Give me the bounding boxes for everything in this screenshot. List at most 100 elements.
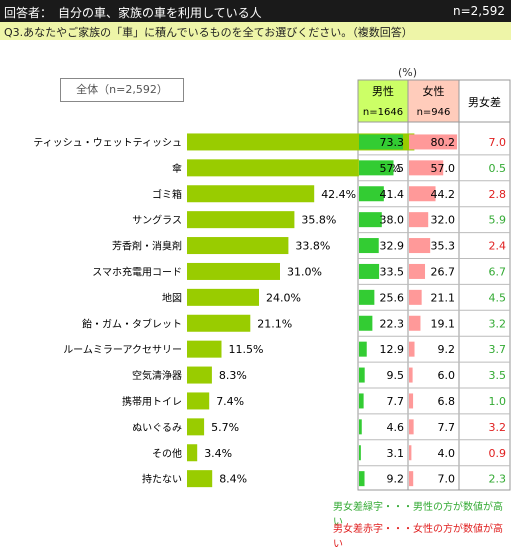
overall-value-label: 11.5% bbox=[229, 343, 264, 356]
male-value-label: 32.9 bbox=[380, 240, 405, 253]
male-bar bbox=[359, 212, 382, 228]
overall-bar bbox=[187, 418, 205, 436]
male-value-label: 22.3 bbox=[380, 317, 405, 330]
female-bar bbox=[409, 419, 414, 435]
category-label: 飴・ガム・タブレット bbox=[82, 317, 182, 330]
male-bar bbox=[359, 186, 384, 202]
male-bar bbox=[359, 367, 365, 383]
female-value-label: 35.3 bbox=[431, 240, 456, 253]
female-value-label: 6.8 bbox=[438, 395, 456, 408]
overall-bar bbox=[187, 470, 213, 488]
overall-bar bbox=[187, 444, 198, 462]
diff-value-label: 7.0 bbox=[489, 136, 507, 149]
female-bar bbox=[409, 393, 414, 409]
male-value-label: 9.2 bbox=[387, 473, 405, 486]
diff-value-label: 1.0 bbox=[489, 395, 507, 408]
female-bar bbox=[409, 445, 412, 461]
male-header-n: n=1646 bbox=[363, 107, 403, 118]
male-bar bbox=[359, 393, 364, 409]
female-bar bbox=[409, 134, 458, 150]
respondent-label: 回答者： 自分の車、家族の車を利用している人 bbox=[4, 6, 262, 20]
male-bar bbox=[359, 160, 394, 176]
category-label: ぬいぐるみ bbox=[132, 422, 182, 434]
category-label: 傘 bbox=[172, 163, 182, 175]
category-label: 芳香剤・消臭剤 bbox=[112, 240, 182, 253]
diff-value-label: 3.2 bbox=[489, 421, 507, 434]
diff-value-label: 2.8 bbox=[489, 188, 507, 201]
male-value-label: 7.7 bbox=[387, 395, 405, 408]
diff-value-label: 5.9 bbox=[489, 214, 507, 227]
male-header-title: 男性 bbox=[372, 84, 394, 98]
respondent-header: 回答者： 自分の車、家族の車を利用している人 n=2,592 bbox=[0, 0, 511, 22]
overall-value-label: 3.4% bbox=[204, 447, 232, 460]
diff-value-label: 2.4 bbox=[489, 240, 507, 253]
female-value-label: 7.7 bbox=[438, 421, 456, 434]
overall-bar bbox=[187, 366, 212, 384]
category-label: 携帯用トイレ bbox=[122, 395, 182, 408]
overall-value-label: 33.8% bbox=[295, 240, 330, 253]
female-bar bbox=[409, 186, 436, 202]
overall-value-label: 24.0% bbox=[266, 291, 301, 304]
table-frame bbox=[357, 121, 511, 491]
overall-value-label: 42.4% bbox=[321, 188, 356, 201]
male-bar bbox=[359, 263, 380, 279]
question-text: Q3.あなたやご家族の「車」に積んでいるものを全てお選びください。（複数回答） bbox=[4, 26, 413, 39]
female-header-n: n=946 bbox=[417, 107, 451, 118]
male-bar bbox=[359, 445, 361, 461]
overall-bar bbox=[187, 185, 315, 203]
unit-label: (%) bbox=[398, 66, 418, 79]
overall-bar bbox=[187, 237, 289, 255]
overall-value-label: 7.4% bbox=[216, 395, 244, 408]
female-bar bbox=[409, 315, 421, 331]
female-value-label: 57.0 bbox=[431, 162, 456, 175]
category-label: 持たない bbox=[142, 473, 182, 486]
diff-value-label: 0.5 bbox=[489, 162, 507, 175]
male-value-label: 4.6 bbox=[387, 421, 405, 434]
category-label: ゴミ箱 bbox=[152, 188, 182, 201]
female-header-title: 女性 bbox=[423, 84, 445, 98]
male-value-label: 73.3 bbox=[380, 136, 405, 149]
question-bar: Q3.あなたやご家族の「車」に積んでいるものを全てお選びください。（複数回答） bbox=[0, 22, 511, 40]
overall-value-label: 31.0% bbox=[287, 265, 322, 278]
male-value-label: 25.6 bbox=[380, 291, 405, 304]
category-label: ルームミラーアクセサリー bbox=[63, 344, 182, 356]
female-value-label: 4.0 bbox=[438, 447, 456, 460]
overall-value-label: 5.7% bbox=[211, 421, 239, 434]
female-value-label: 9.2 bbox=[438, 343, 456, 356]
overall-value-label: 8.4% bbox=[219, 473, 247, 486]
category-label: 空気清浄器 bbox=[132, 369, 182, 382]
footnote-green: 男女差緑字・・・男性の方が数値が高い bbox=[333, 502, 503, 528]
footnote-red: 男女差赤字・・・女性の方が数値が高い bbox=[333, 524, 503, 550]
category-label: その他 bbox=[152, 447, 182, 460]
female-bar bbox=[409, 471, 414, 487]
male-value-label: 3.1 bbox=[387, 447, 405, 460]
male-bar bbox=[359, 419, 362, 435]
overall-value-label: 21.1% bbox=[257, 317, 292, 330]
category-label: スマホ充電用コード bbox=[92, 265, 182, 278]
overall-value-label: 8.3% bbox=[219, 369, 247, 382]
male-value-label: 9.5 bbox=[387, 369, 405, 382]
total-n: n=2,592 bbox=[452, 4, 505, 18]
female-value-label: 26.7 bbox=[431, 265, 456, 278]
overall-bar bbox=[187, 288, 259, 306]
female-value-label: 32.0 bbox=[431, 214, 456, 227]
male-bar bbox=[359, 315, 373, 331]
overall-bar bbox=[187, 262, 280, 280]
male-value-label: 12.9 bbox=[380, 343, 405, 356]
diff-value-label: 3.5 bbox=[489, 369, 507, 382]
female-value-label: 21.1 bbox=[431, 291, 456, 304]
category-label: ティッシュ・ウェットティッシュ bbox=[33, 137, 182, 149]
diff-header-title: 男女差 bbox=[468, 95, 501, 109]
female-value-label: 80.2 bbox=[431, 136, 456, 149]
category-label: 地図 bbox=[162, 291, 182, 304]
overall-bar bbox=[187, 314, 251, 332]
overall-value-label: 35.8% bbox=[301, 214, 336, 227]
overall-bar bbox=[187, 211, 295, 229]
female-value-label: 44.2 bbox=[431, 188, 456, 201]
diff-value-label: 3.2 bbox=[489, 317, 507, 330]
female-bar bbox=[409, 238, 431, 254]
diff-value-label: 6.7 bbox=[489, 265, 507, 278]
category-label: サングラス bbox=[132, 214, 182, 227]
male-value-label: 41.4 bbox=[380, 188, 405, 201]
